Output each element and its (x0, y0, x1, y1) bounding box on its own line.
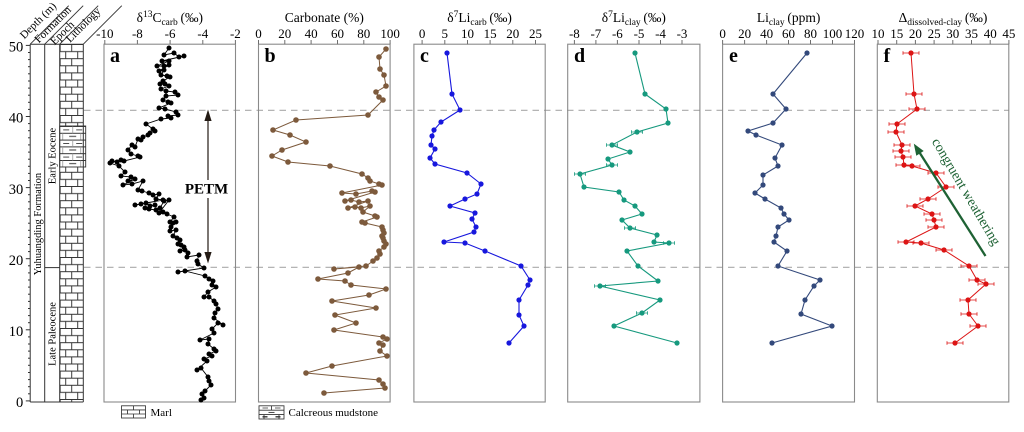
svg-text:45: 45 (1002, 26, 1015, 41)
svg-text:60: 60 (782, 26, 795, 41)
svg-text:0: 0 (16, 395, 23, 411)
svg-text:35: 35 (965, 26, 978, 41)
svg-text:δ13Ccarb (‰): δ13Ccarb (‰) (137, 10, 203, 28)
svg-text:30: 30 (9, 182, 24, 198)
svg-text:Δdissolved-clay (‰): Δdissolved-clay (‰) (899, 10, 988, 28)
svg-text:Calcreous mudstone: Calcreous mudstone (289, 407, 379, 419)
svg-text:Carbonate (%): Carbonate (%) (285, 10, 364, 25)
svg-text:40: 40 (984, 26, 997, 41)
svg-text:b: b (265, 45, 276, 67)
svg-text:e: e (729, 45, 738, 67)
svg-text:20: 20 (506, 26, 519, 41)
svg-text:-10: -10 (96, 26, 113, 41)
svg-text:25: 25 (529, 26, 542, 41)
svg-text:100: 100 (823, 26, 843, 41)
svg-text:10: 10 (872, 26, 885, 41)
svg-text:-4: -4 (655, 26, 666, 41)
svg-text:-2: -2 (230, 26, 241, 41)
svg-text:-3: -3 (677, 26, 688, 41)
svg-text:-8: -8 (569, 26, 580, 41)
svg-text:20: 20 (909, 26, 922, 41)
svg-text:10: 10 (9, 324, 24, 340)
svg-text:60: 60 (331, 26, 344, 41)
svg-text:80: 80 (804, 26, 817, 41)
svg-text:80: 80 (357, 26, 370, 41)
svg-text:50: 50 (9, 40, 24, 56)
svg-text:15: 15 (890, 26, 903, 41)
svg-text:120: 120 (845, 26, 865, 41)
svg-text:0: 0 (719, 26, 726, 41)
svg-text:-5: -5 (634, 26, 645, 41)
svg-text:d: d (574, 45, 585, 67)
svg-text:15: 15 (484, 26, 497, 41)
svg-text:-6: -6 (612, 26, 623, 41)
svg-text:40: 40 (9, 111, 24, 127)
svg-text:δ7Liclay (‰): δ7Liclay (‰) (602, 10, 666, 28)
svg-text:40: 40 (305, 26, 318, 41)
svg-text:0: 0 (419, 26, 426, 41)
svg-text:20: 20 (9, 253, 24, 269)
svg-text:Marl: Marl (151, 407, 172, 419)
svg-text:Early Eocene: Early Eocene (48, 128, 59, 185)
svg-text:-7: -7 (590, 26, 601, 41)
svg-text:-6: -6 (165, 26, 176, 41)
svg-text:f: f (884, 45, 891, 67)
svg-text:5: 5 (442, 26, 449, 41)
svg-text:δ7Licarb (‰): δ7Licarb (‰) (447, 10, 512, 28)
svg-text:-4: -4 (197, 26, 208, 41)
svg-text:0: 0 (255, 26, 262, 41)
svg-text:a: a (110, 45, 120, 67)
svg-text:20: 20 (278, 26, 291, 41)
svg-text:20: 20 (738, 26, 751, 41)
svg-text:40: 40 (760, 26, 773, 41)
svg-text:100: 100 (380, 26, 400, 41)
svg-text:PETM: PETM (185, 182, 228, 198)
svg-text:25: 25 (928, 26, 941, 41)
svg-text:Yuhuangding Formation: Yuhuangding Formation (33, 172, 44, 275)
svg-text:30: 30 (946, 26, 959, 41)
svg-text:Late Paleocene: Late Paleocene (48, 302, 59, 366)
svg-text:-8: -8 (132, 26, 143, 41)
svg-text:10: 10 (461, 26, 474, 41)
svg-text:c: c (420, 45, 429, 67)
